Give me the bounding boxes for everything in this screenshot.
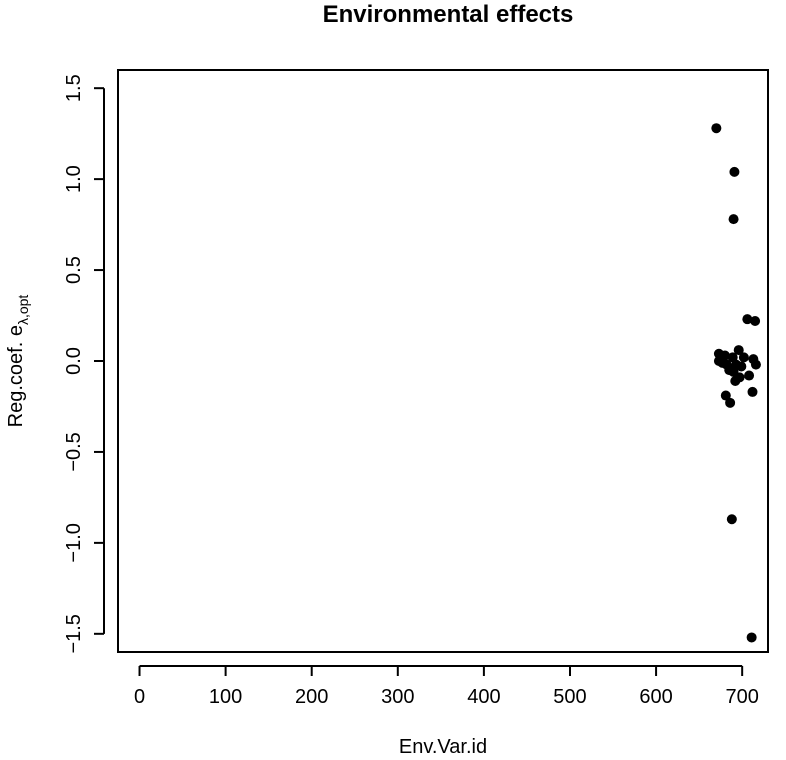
data-point [746, 632, 757, 643]
x-tick-label: 300 [381, 686, 414, 708]
data-point [747, 386, 758, 397]
y-axis: −1.5 −1.0 −0.5 0.0 0.5 1.0 1.5 [63, 74, 105, 654]
y-axis-label: Reg.coef. eλ,opt [5, 295, 31, 428]
y-tick-label: 1.0 [63, 165, 85, 193]
data-point [744, 370, 755, 381]
y-axis-label-subscript: λ,opt [15, 295, 31, 325]
data-point [725, 397, 736, 408]
y-tick-label: −1.5 [63, 614, 85, 653]
data-point [720, 390, 731, 401]
data-point [728, 214, 739, 225]
data-point [750, 315, 761, 326]
x-axis: 0 100 200 300 400 500 600 700 [134, 665, 759, 708]
data-point [726, 514, 737, 525]
y-tick-label: −1.0 [63, 523, 85, 562]
x-tick-label: 700 [725, 686, 758, 708]
x-tick-label: 600 [639, 686, 672, 708]
chart-title: Environmental effects [323, 1, 574, 28]
x-tick-label: 200 [295, 686, 328, 708]
x-tick-label: 400 [467, 686, 500, 708]
data-point [711, 123, 722, 134]
x-tick-label: 100 [209, 686, 242, 708]
data-point [729, 166, 740, 177]
data-point [742, 314, 753, 325]
data-point [730, 376, 741, 387]
plot-frame [117, 69, 769, 653]
y-axis-label-main: Reg.coef. e [5, 325, 27, 427]
data-point [736, 361, 747, 372]
data-point [738, 352, 749, 363]
y-tick-label: 0.5 [63, 256, 85, 284]
y-tick-label: 1.5 [63, 74, 85, 102]
data-point [750, 359, 761, 370]
data-point [733, 345, 744, 356]
data-points [711, 123, 761, 643]
x-tick-label: 0 [134, 686, 145, 708]
y-tick-label: 0.0 [63, 347, 85, 375]
y-tick-label: −0.5 [63, 432, 85, 471]
x-tick-label: 500 [553, 686, 586, 708]
x-axis-label: Env.Var.id [399, 736, 487, 758]
